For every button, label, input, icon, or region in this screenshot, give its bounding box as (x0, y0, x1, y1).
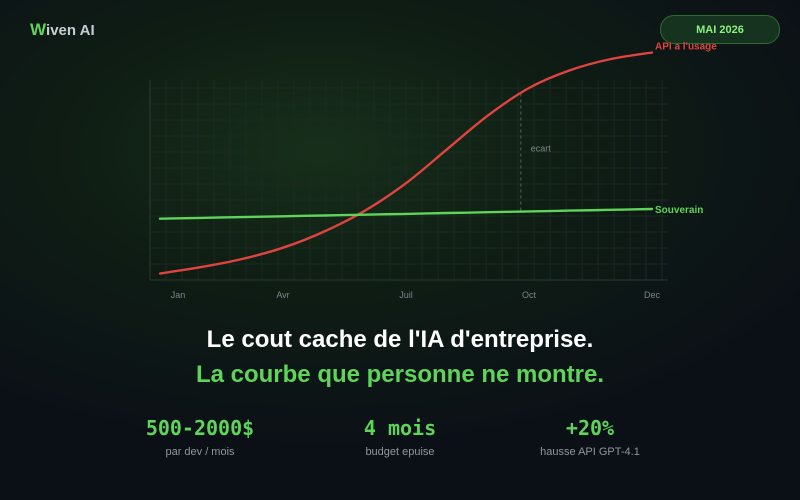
usage-series-line (158, 51, 654, 275)
stat-api-increase-label: hausse API GPT-4.1 (540, 446, 640, 458)
stat-api-increase: +20% hausse API GPT-4.1 (500, 416, 680, 458)
x-tick-label: Dec (644, 290, 661, 300)
sovereign-series-label: Souverain (655, 205, 703, 216)
x-tick-labels: Jan Avr Juil Oct Dec (171, 290, 661, 300)
gap-label: ecart (531, 144, 552, 154)
stat-cost-value: 500-2000$ (145, 416, 255, 440)
usage-series-label: API a l'usage (655, 42, 717, 53)
cost-chart: Jan Avr Juil Oct Dec ecart API a l'usage Souv… (149, 42, 717, 300)
stat-budget: 4 mois budget epuise (310, 416, 490, 458)
x-tick-label: Jan (171, 290, 186, 300)
chart-series: API a l'usage Souverain (158, 42, 717, 275)
stat-cost-label: par dev / mois (165, 446, 235, 458)
headline: Le cout cache de l'IA d'entreprise. (206, 326, 594, 353)
date-badge: MAI 2026 (660, 15, 780, 44)
subheadline: La courbe que personne ne montre. (195, 361, 605, 388)
stat-budget-value: 4 mois (363, 416, 437, 440)
x-tick-label: Juil (399, 290, 413, 300)
logo-text: iven AI (46, 22, 95, 39)
logo-initial: W (30, 20, 47, 39)
x-tick-label: Avr (276, 290, 289, 300)
stat-budget-label: budget epuise (365, 446, 435, 458)
sovereign-series-line (158, 207, 654, 220)
x-tick-label: Oct (522, 290, 537, 300)
stat-api-increase-value: +20% (565, 416, 615, 440)
brand-logo: Wiven AI (30, 20, 95, 40)
stat-cost: 500-2000$ par dev / mois (110, 416, 290, 458)
gap-annotation: ecart (520, 93, 552, 212)
